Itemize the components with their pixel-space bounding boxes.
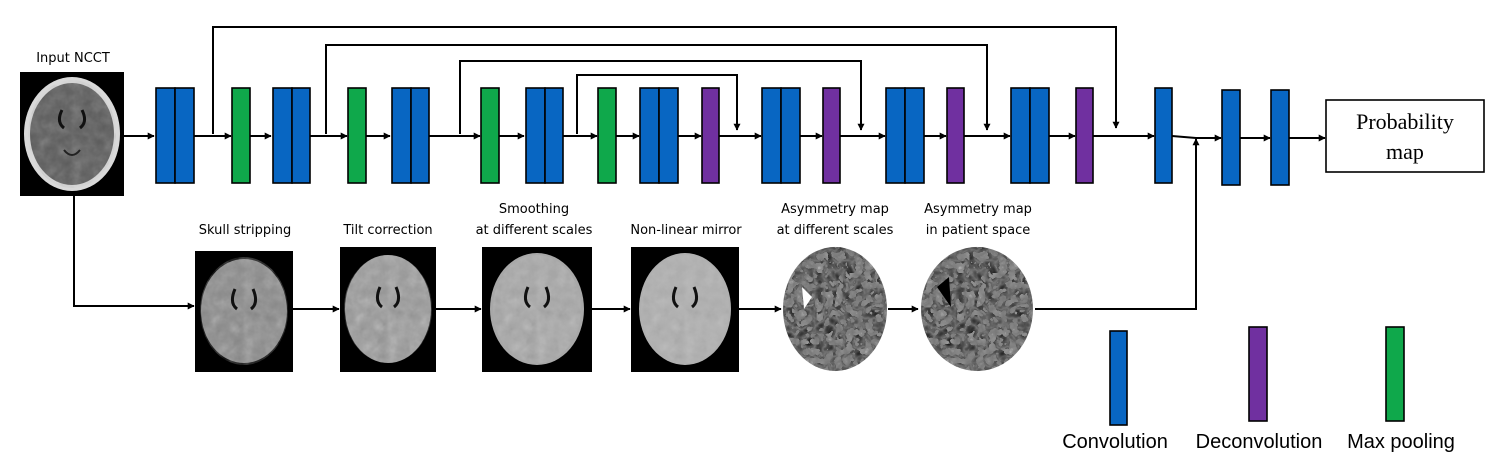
conv-block-7	[885, 87, 925, 184]
legend-deconvolution-label: Deconvolution	[1196, 431, 1323, 453]
legend-max-pooling-label: Max pooling	[1347, 431, 1455, 453]
input-label: Input NCCT	[36, 51, 110, 66]
conv-block-1	[155, 87, 195, 184]
stage-label-asymmetry-patient-line2: in patient space	[926, 223, 1031, 238]
output-box: Probability map	[1325, 99, 1485, 173]
tilt-corrected-image	[340, 247, 436, 372]
input-ncct-image	[20, 72, 124, 196]
stage-label-asymmetry-patient: Asymmetry map	[924, 202, 1032, 217]
deconv-block-3	[946, 87, 965, 184]
conv-block-5	[639, 87, 679, 184]
deconv-block-2	[822, 87, 841, 184]
conv-block-6	[761, 87, 801, 184]
stage-label-smoothing: Smoothing	[499, 202, 569, 217]
conv-block-11	[1270, 89, 1290, 186]
preprocessing-images	[195, 246, 1033, 372]
conv-block-8	[1010, 87, 1050, 184]
deconv-block-1	[701, 87, 720, 184]
stage-labels: Skull stripping Tilt correction Smoothin…	[199, 202, 1032, 238]
stage-label-tilt-correction: Tilt correction	[342, 223, 432, 238]
stage-label-asymmetry-map: Asymmetry map	[781, 202, 889, 217]
pool-block-4	[597, 87, 617, 184]
main-arrows	[124, 132, 1326, 142]
mirrored-image	[631, 247, 739, 372]
conv-block-3	[391, 87, 430, 184]
stage-label-nonlinear-mirror: Non-linear mirror	[630, 223, 742, 238]
stage-label-asymmetry-map-line2: at different scales	[777, 223, 894, 238]
preprocessing-arrows	[73, 138, 1200, 313]
pool-block-3	[480, 87, 500, 184]
stage-label-skull-stripping: Skull stripping	[199, 223, 291, 238]
output-label-line1: Probability	[1356, 109, 1454, 134]
network-blocks	[155, 87, 1290, 186]
asymmetry-map-image	[783, 246, 887, 372]
stage-label-smoothing-line2: at different scales	[476, 223, 593, 238]
legend-max-pooling-swatch	[1385, 326, 1405, 422]
skip-connections	[212, 26, 1120, 134]
legend-convolution-swatch	[1109, 330, 1128, 426]
deconv-block-4	[1075, 87, 1094, 184]
asymmetry-map-patient-image	[921, 246, 1033, 372]
skip-connection-3	[459, 60, 865, 134]
conv-block-2	[272, 87, 311, 184]
conv-block-9	[1154, 87, 1173, 184]
skip-connection-4	[576, 74, 741, 134]
legend-convolution-label: Convolution	[1062, 431, 1168, 453]
skip-connection-2	[325, 44, 991, 134]
smoothed-image	[482, 247, 592, 372]
conv-block-4	[525, 87, 564, 184]
conv-block-10	[1221, 89, 1241, 186]
pool-block-1	[231, 87, 251, 184]
skip-connection-1	[212, 26, 1120, 134]
output-label-line2: map	[1386, 139, 1424, 164]
pool-block-2	[347, 87, 367, 184]
legend-deconvolution-swatch	[1248, 326, 1268, 422]
skull-stripped-image	[195, 251, 293, 372]
legend: Convolution Deconvolution Max pooling	[1062, 326, 1455, 453]
